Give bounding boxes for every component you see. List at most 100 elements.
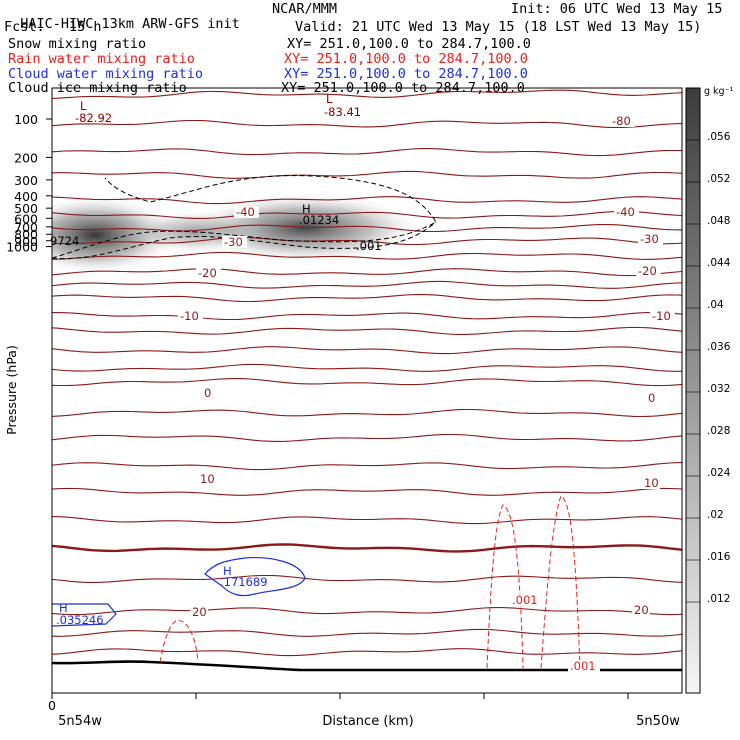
rain-contour-label-2: .001: [570, 659, 596, 673]
colorbar-tick-label: .048: [707, 215, 730, 227]
temp-label-10-left: 10: [200, 472, 215, 486]
temp-label-20-right: 20: [634, 603, 649, 617]
temp-label-10-right-bg: [642, 477, 660, 489]
snow-max-value: .01234: [299, 213, 339, 227]
temperature-contour: [52, 280, 682, 289]
temperature-contour: [52, 648, 682, 657]
colorbar-tick-label: .052: [707, 173, 730, 185]
temperature-contour: [52, 363, 682, 372]
snow-max-marker: H: [302, 202, 311, 216]
x-tick-zero: 0: [48, 698, 56, 713]
temp-label-zero-right-bg: [646, 392, 657, 404]
legend-snow: Snow mixing ratio: [8, 36, 147, 52]
temp-label-20-left: 20: [192, 605, 207, 619]
temp-label-20-left-bg: [190, 606, 208, 618]
terrain-surface-line: [52, 660, 682, 672]
temperature-contour: [52, 311, 682, 321]
temp-label-minus40-right: -40: [616, 205, 635, 219]
temperature-contour: [52, 294, 682, 303]
colorbar-scale: [685, 87, 701, 694]
snow-dashed-contour-lower: [52, 221, 437, 260]
temperature-contour: [52, 196, 682, 205]
snow-edge-value: 9724: [50, 234, 79, 248]
xy-snow: XY= 251.0,100.0 to 284.7,100.0: [287, 36, 531, 52]
colorbar-tick-label: .04: [707, 299, 724, 311]
plot-frame: [51, 87, 683, 694]
cloud-water-max-marker: H: [223, 564, 232, 578]
valid-time: Valid: 21 UTC Wed 13 May 15 (18 LST Wed …: [295, 19, 702, 35]
temp-label-minus40-right-bg: [614, 206, 639, 218]
colorbar-tick-label: .044: [707, 257, 731, 269]
y-tick-label: 400: [14, 189, 38, 204]
cloud-water-contour-center: [204, 557, 306, 597]
temperature-contour: [52, 462, 682, 471]
temperature-contour: [52, 574, 682, 583]
colorbar-tick-label: .028: [707, 425, 730, 437]
low-value-1: -82.92: [75, 111, 112, 125]
rain-contour-label-1: .001: [512, 593, 538, 607]
forecast-hour: Fcst: 15 h: [4, 19, 102, 35]
temp-label-minus10-left-bg: [178, 310, 203, 322]
xy-rain: XY= 251.0,100.0 to 284.7,100.0: [284, 51, 528, 67]
temp-label-minus40-left-bg: [234, 206, 259, 218]
temp-label-minus10-right: -10: [652, 309, 671, 323]
temp-label-minus80: -80: [612, 114, 631, 128]
snow-contour-label: .001: [356, 239, 382, 253]
temperature-contour: [52, 628, 682, 637]
y-tick-label: 500: [14, 201, 38, 216]
temp-label-minus30-left: -30: [224, 235, 243, 249]
temp-label-minus30-left-bg: [222, 236, 247, 248]
legend-rain: Rain water mixing ratio: [8, 51, 195, 67]
temperature-contour: [52, 170, 682, 179]
temp-label-minus20-left: -20: [198, 266, 217, 280]
temperature-contour: [52, 326, 682, 335]
init-time: Init: 06 UTC Wed 13 May 15: [511, 1, 723, 17]
low-marker-2: L: [326, 92, 333, 106]
y-tick-label: 1000: [6, 240, 38, 255]
rain-contour-east-1: [486, 504, 524, 669]
rain-contour-west: [159, 619, 199, 663]
cloud-water-max-value: .171689: [220, 575, 268, 589]
temp-label-minus80-bg: [610, 115, 635, 127]
temp-label-minus30-right: -30: [640, 232, 659, 246]
colorbar-tick-label: .024: [707, 467, 731, 479]
y-tick-label: 900: [14, 234, 38, 249]
y-tick-label: 200: [14, 150, 38, 165]
x-left-location: 5n54w: [58, 714, 102, 729]
y-axis-label: Pressure (hPa): [4, 345, 19, 435]
temperature-contour: [52, 251, 682, 260]
temperature-contour: [52, 543, 682, 553]
colorbar-tick-label: .012: [707, 593, 730, 605]
temperature-contour: [52, 346, 682, 355]
colorbar-tick-label: .02: [707, 509, 724, 521]
temp-label-minus10-right-bg: [650, 310, 675, 322]
temp-label-10-right: 10: [644, 476, 659, 490]
low-value-2: -83.41: [324, 105, 361, 119]
xy-cloud-water: XY= 251.0,100.0 to 284.7,100.0: [284, 66, 528, 82]
colorbar-unit: g kg⁻¹: [704, 86, 734, 97]
model-title: HAIC-HIWC 13km ARW-GFS init: [20, 16, 240, 32]
temp-label-minus10-left: -10: [180, 309, 199, 323]
low-marker-1: L: [80, 99, 87, 113]
rain-contour-label-1-bg: [510, 594, 542, 606]
temp-label-minus30-right-bg: [638, 233, 663, 245]
temperature-contour: [52, 433, 682, 442]
temp-label-minus20-left-bg: [196, 267, 221, 279]
y-tick-label: 800: [14, 227, 38, 242]
rain-contour-east-2: [540, 495, 581, 669]
colorbar-tick-label: .016: [707, 551, 731, 563]
temperature-contour: [52, 516, 682, 525]
temperature-contour: [52, 607, 682, 616]
temp-label-minus20-right: -20: [638, 264, 657, 278]
x-right-location: 5n50w: [636, 714, 680, 729]
temperature-contour: [52, 89, 682, 100]
legend-cloud-water: Cloud water mixing ratio: [8, 66, 204, 82]
x-axis-label: Distance (km): [322, 714, 413, 729]
y-tick-label: 700: [14, 220, 38, 235]
cloud-water-west-value: .035246: [56, 613, 104, 627]
temp-label-10-left-bg: [198, 473, 216, 485]
temperature-contour: [52, 378, 682, 387]
rain-contour-label-2-bg: [568, 660, 600, 672]
temperature-contour: [52, 210, 682, 219]
